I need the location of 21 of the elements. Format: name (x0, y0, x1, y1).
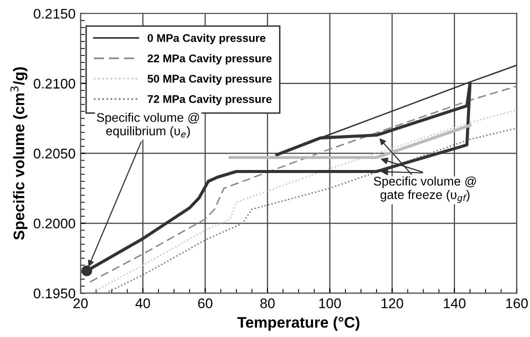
x-tick-label: 100 (319, 298, 341, 308)
y-tick-label: 0.2050 (34, 148, 76, 159)
x-tick-label: 120 (382, 298, 404, 308)
legend-label: 72 MPa Cavity pressure (148, 94, 272, 106)
x-tick-label: 160 (506, 298, 528, 308)
y-axis-title: Specific volume (cm$^{3}$/g) (10, 67, 28, 240)
legend-label: 0 MPa Cavity pressure (148, 34, 266, 44)
x-tick-label: 80 (260, 298, 275, 308)
x-tick-label: 20 (74, 298, 88, 308)
y-tick-label: 0.2100 (34, 78, 76, 89)
x-axis-title: Temperature (°C) (237, 316, 360, 331)
y-tick-label: 0.1950 (34, 288, 76, 298)
legend-label: 22 MPa Cavity pressure (148, 54, 272, 65)
x-tick-label: 140 (444, 298, 466, 308)
y-tick-label: 0.2150 (34, 8, 76, 19)
annotation: Specific volume @ gate freeze (υ$_{gf}$) (374, 176, 476, 203)
legend-label: 50 MPa Cavity pressure (148, 74, 272, 85)
x-tick-label: 60 (198, 298, 212, 308)
annotation: Specific volume @ equilibrium (υ$_{e}$) (96, 112, 199, 138)
y-tick-label: 0.2000 (34, 218, 76, 228)
x-tick-label: 40 (135, 298, 150, 308)
